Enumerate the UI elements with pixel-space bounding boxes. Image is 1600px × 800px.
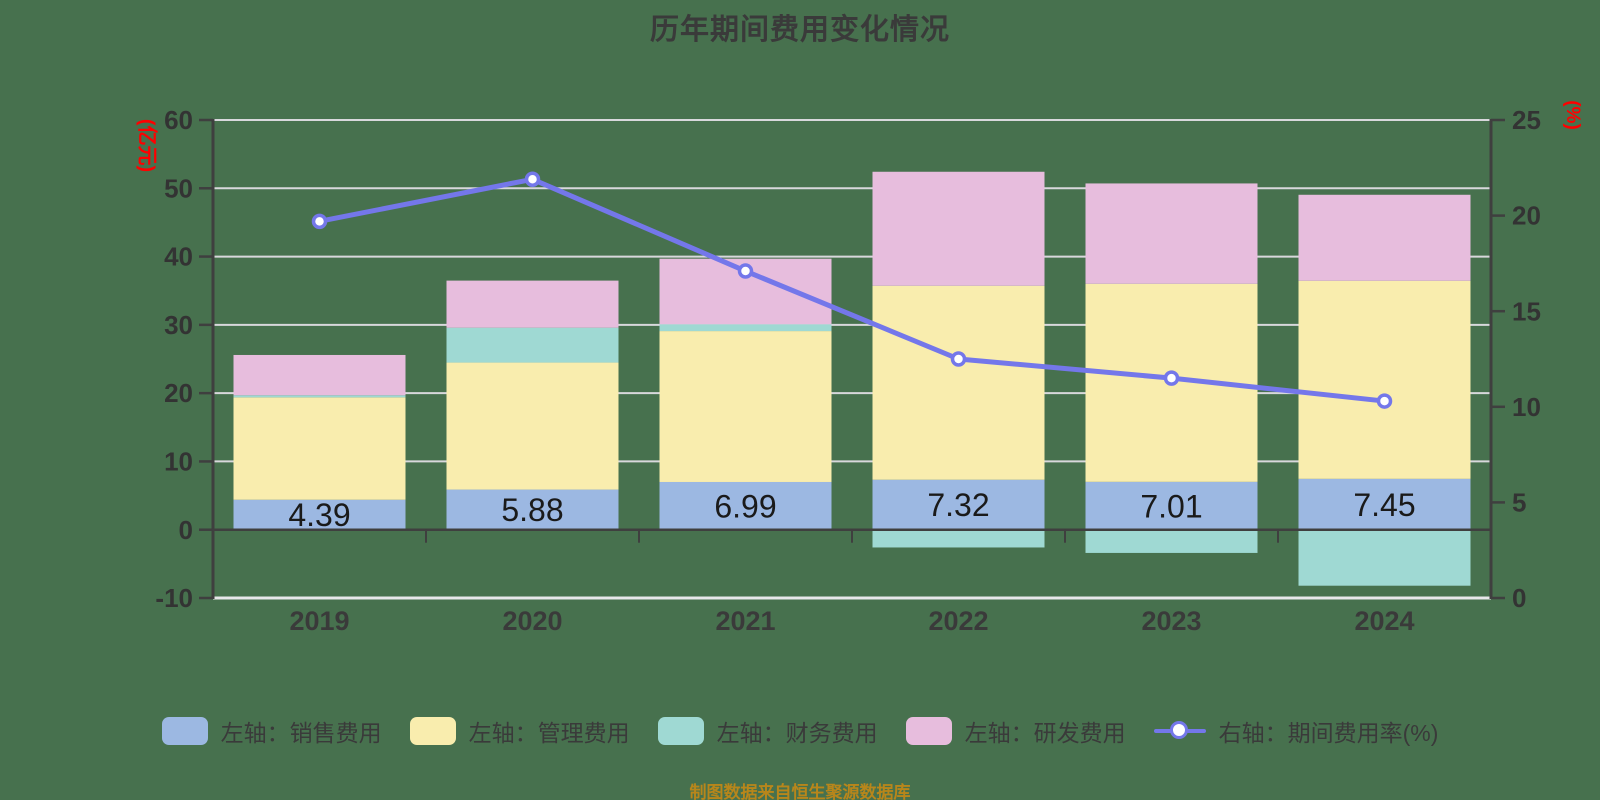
right-axis-tick-label: 10 bbox=[1512, 392, 1541, 422]
bar-segment-s1-2022[interactable] bbox=[872, 285, 1045, 480]
left-axis-tick-label: 10 bbox=[164, 447, 193, 477]
legend-item-finance-expense[interactable]: 左轴：财务费用 bbox=[657, 714, 878, 748]
legend-swatch-sales bbox=[161, 717, 208, 745]
category-label: 2022 bbox=[928, 606, 988, 636]
legend-swatch-finance bbox=[657, 717, 704, 745]
bar-segment-s1-2020[interactable] bbox=[446, 362, 619, 490]
bar-segment-s1-2021[interactable] bbox=[659, 331, 832, 482]
legend-label-finance: 左轴：财务费用 bbox=[716, 720, 878, 746]
left-axis-tick-label: 0 bbox=[179, 515, 193, 545]
bar-segment-s0-2021[interactable] bbox=[659, 481, 832, 530]
bar-segment-s2-2020[interactable] bbox=[446, 327, 619, 363]
bar-segment-s3-2019[interactable] bbox=[233, 354, 406, 396]
category-label: 2020 bbox=[502, 606, 562, 636]
bar-segment-s2-2022[interactable] bbox=[872, 529, 1045, 548]
bar-segment-s3-2023[interactable] bbox=[1085, 183, 1258, 284]
expense-ratio-marker-2019[interactable] bbox=[311, 213, 328, 230]
legend-line-marker-icon bbox=[1153, 717, 1206, 745]
bar-segment-s2-2019[interactable] bbox=[233, 395, 406, 398]
bar-segment-s1-2019[interactable] bbox=[233, 397, 406, 500]
right-axis-tick-label: 20 bbox=[1512, 201, 1541, 231]
legend-item-expense-ratio[interactable]: 右轴：期间费用率(%) bbox=[1153, 714, 1439, 748]
right-axis-tick-label: 15 bbox=[1512, 296, 1541, 326]
legend-swatch-rd bbox=[905, 717, 952, 745]
expense-ratio-marker-2023[interactable] bbox=[1163, 370, 1180, 386]
left-axis-tick-label: 30 bbox=[164, 310, 193, 340]
bar-value-label: 5.88 bbox=[501, 492, 563, 528]
bar-value-label: 6.99 bbox=[714, 488, 776, 524]
data-source-note: 制图数据来自恒生聚源数据库 bbox=[689, 783, 911, 800]
left-axis-tick-label: 40 bbox=[164, 242, 193, 272]
expense-ratio-marker-2021[interactable] bbox=[737, 263, 754, 279]
bar-value-label: 7.32 bbox=[927, 487, 989, 523]
chart-legend: 左轴：销售费用 左轴：管理费用 左轴：财务费用 左轴：研发费用 右轴：期间费用率… bbox=[0, 714, 1600, 748]
bar-segment-s3-2020[interactable] bbox=[446, 280, 619, 328]
category-label: 2023 bbox=[1141, 606, 1201, 636]
right-axis-tick-label: 5 bbox=[1512, 488, 1526, 518]
expense-ratio-marker-2020[interactable] bbox=[524, 171, 541, 188]
legend-item-rd-expense[interactable]: 左轴：研发费用 bbox=[905, 714, 1126, 748]
chart-title: 历年期间费用变化情况 bbox=[649, 14, 950, 46]
expense-ratio-line[interactable] bbox=[317, 176, 1387, 404]
left-axis-tick-label: 20 bbox=[164, 378, 193, 408]
left-axis-tick-label: 60 bbox=[164, 105, 193, 135]
legend-item-sales-expense[interactable]: 左轴：销售费用 bbox=[161, 714, 382, 748]
bar-segment-s0-2020[interactable] bbox=[446, 489, 619, 530]
bar-value-label: 7.01 bbox=[1140, 488, 1202, 524]
right-axis-tick-label: 25 bbox=[1512, 105, 1541, 135]
left-axis-tick-label: -10 bbox=[155, 583, 193, 613]
bar-segment-s1-2024[interactable] bbox=[1298, 280, 1471, 479]
category-label: 2019 bbox=[289, 606, 349, 636]
bar-segment-s3-2024[interactable] bbox=[1298, 194, 1471, 281]
expense-ratio-marker-2024[interactable] bbox=[1376, 393, 1393, 409]
legend-label-ratio: 右轴：期间费用率(%) bbox=[1218, 720, 1439, 746]
left-axis-tick-label: 50 bbox=[164, 173, 193, 203]
legend-label-rd: 左轴：研发费用 bbox=[964, 720, 1126, 746]
bar-value-label: 4.39 bbox=[288, 497, 350, 533]
bar-segment-s2-2024[interactable] bbox=[1298, 529, 1471, 586]
bar-segment-s2-2021[interactable] bbox=[659, 324, 832, 332]
right-axis-tick-label: 0 bbox=[1512, 583, 1526, 613]
legend-item-admin-expense[interactable]: 左轴：管理费用 bbox=[409, 714, 630, 748]
bar-segment-s0-2023[interactable] bbox=[1085, 481, 1258, 530]
expense-ratio-marker-2022[interactable] bbox=[950, 351, 967, 367]
bar-segment-s0-2019[interactable] bbox=[233, 499, 406, 530]
bar-segment-s0-2024[interactable] bbox=[1298, 478, 1471, 530]
bar-segment-s2-2023[interactable] bbox=[1085, 529, 1258, 553]
legend-label-sales: 左轴：销售费用 bbox=[220, 720, 382, 746]
category-label: 2021 bbox=[715, 606, 775, 636]
category-label: 2024 bbox=[1354, 606, 1414, 636]
bar-value-label: 7.45 bbox=[1353, 487, 1415, 523]
legend-label-admin: 左轴：管理费用 bbox=[468, 720, 630, 746]
bar-segment-s3-2022[interactable] bbox=[872, 171, 1045, 286]
legend-swatch-admin bbox=[409, 717, 456, 745]
bar-segment-s0-2022[interactable] bbox=[872, 479, 1045, 530]
